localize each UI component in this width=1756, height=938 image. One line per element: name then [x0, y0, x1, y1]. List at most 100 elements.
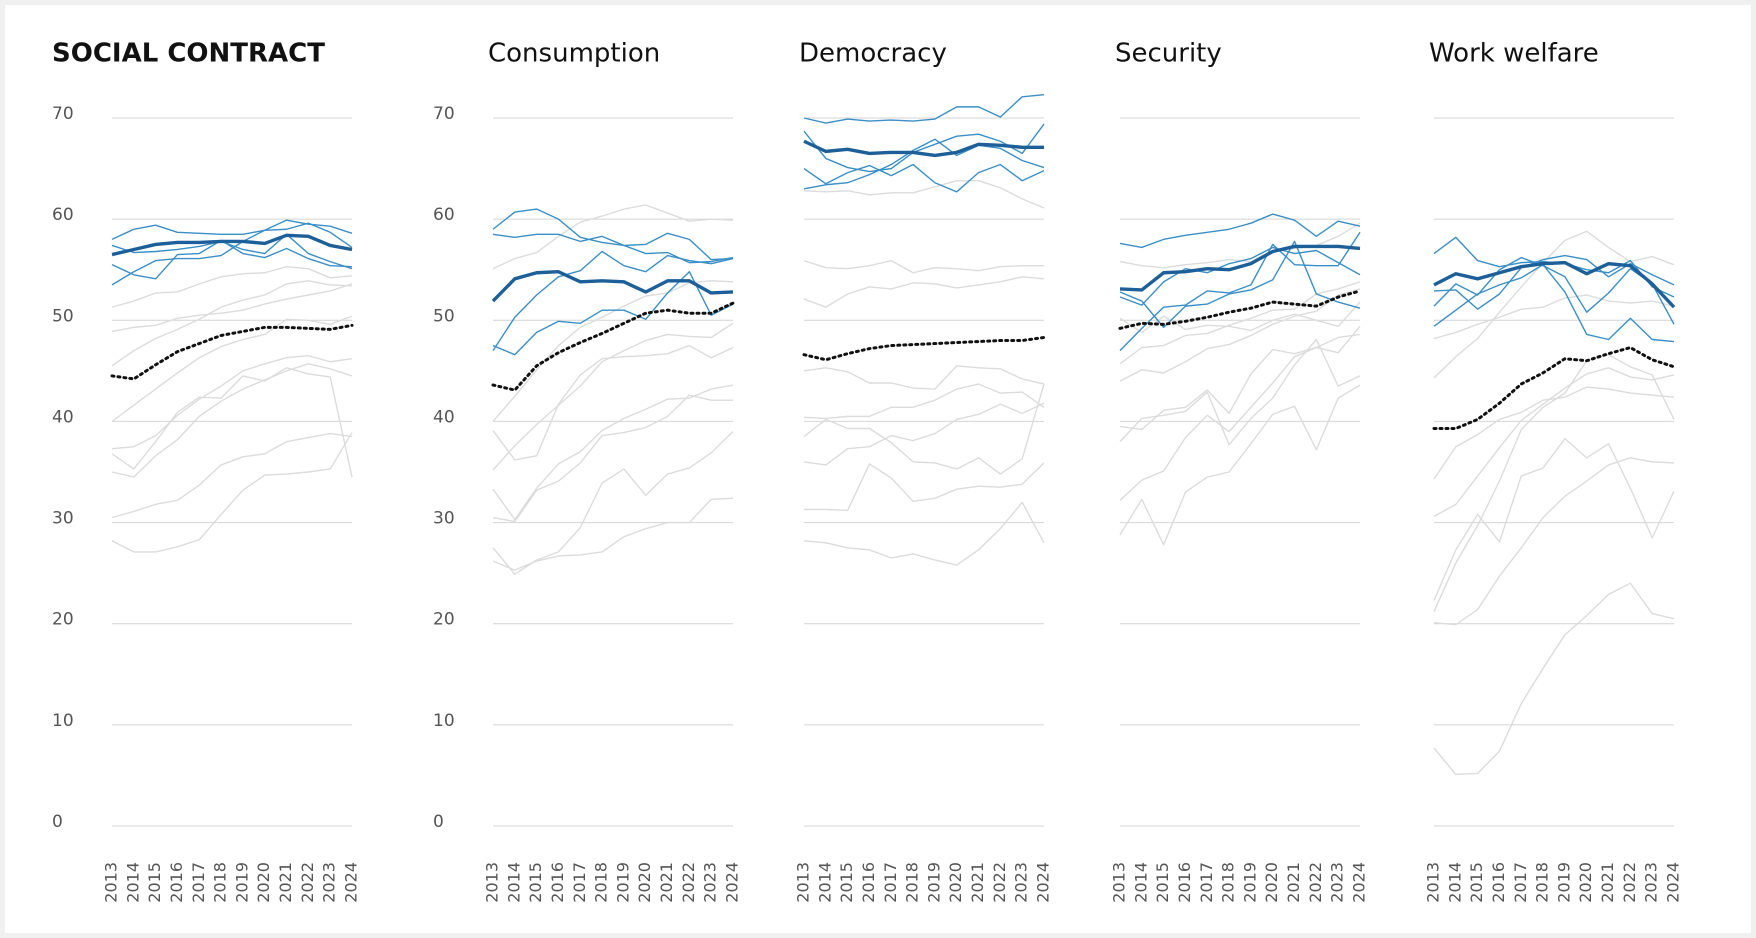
- series-line: [803, 402, 1045, 466]
- y-tick-label: 50: [52, 306, 74, 326]
- x-tick-label: 2019: [1240, 862, 1259, 903]
- x-tick-label: 2017: [189, 862, 208, 903]
- x-tick-label: 2019: [613, 862, 632, 903]
- y-tick-label: 0: [52, 812, 63, 832]
- series-line: [803, 180, 1045, 209]
- series-line: [492, 394, 733, 523]
- series-line: [803, 365, 1045, 390]
- series-line: [804, 462, 1045, 512]
- x-tick-label: 2018: [1533, 862, 1552, 903]
- series-line: [1433, 582, 1675, 776]
- series-line: [1119, 301, 1361, 334]
- series-line: [110, 323, 354, 381]
- series-line: [1119, 244, 1361, 292]
- x-tick-label: 2024: [1350, 862, 1369, 903]
- x-tick-label: 2024: [1664, 862, 1683, 903]
- panel-title: Democracy: [799, 39, 947, 69]
- series-line: [492, 233, 734, 264]
- x-tick-label: 2018: [592, 862, 611, 903]
- series-line: [1433, 260, 1676, 309]
- x-tick-label: 2021: [657, 862, 676, 903]
- series-line: [803, 383, 1045, 420]
- series-line: [111, 222, 353, 286]
- x-tick-label: 2014: [504, 862, 523, 903]
- x-tick-label: 2014: [815, 862, 834, 903]
- x-tick-label: 2022: [990, 862, 1009, 903]
- series-line: [1119, 338, 1361, 446]
- x-tick-label: 2015: [526, 862, 545, 903]
- x-tick-label: 2023: [320, 862, 339, 903]
- x-tick-label: 2021: [968, 862, 987, 903]
- y-tick-label: 60: [433, 205, 455, 225]
- y-tick-label: 10: [52, 711, 74, 731]
- series-line: [491, 301, 735, 392]
- x-tick-label: 2021: [1284, 862, 1303, 903]
- x-tick-label: 2017: [881, 862, 900, 903]
- y-tick-label: 70: [433, 104, 455, 124]
- x-tick-label: 2022: [1620, 862, 1639, 903]
- series-line: [111, 265, 353, 308]
- series-line: [1119, 246, 1361, 306]
- x-tick-label: 2014: [123, 862, 142, 903]
- x-tick-label: 2020: [1262, 862, 1281, 903]
- series-line: [803, 94, 1045, 124]
- x-tick-label: 2017: [1511, 862, 1530, 903]
- y-tick-label: 40: [52, 407, 74, 427]
- x-tick-label: 2022: [298, 862, 317, 903]
- series-line: [492, 204, 734, 270]
- y-tick-label: 0: [433, 812, 444, 832]
- series-line: [803, 139, 1044, 158]
- series-line: [1433, 263, 1675, 343]
- x-tick-label: 2019: [232, 862, 251, 903]
- panel-title: Consumption: [488, 39, 660, 69]
- series-line: [111, 363, 353, 478]
- series-line: [1433, 367, 1675, 518]
- series-line: [492, 431, 734, 575]
- x-tick-label: 2022: [1306, 862, 1325, 903]
- series-line: [492, 322, 734, 471]
- series-line: [1433, 457, 1675, 626]
- series-line: [111, 239, 353, 280]
- x-tick-label: 2016: [1175, 862, 1194, 903]
- x-tick-label: 2018: [211, 862, 230, 903]
- series-line: [803, 383, 1045, 475]
- series-line: [1433, 230, 1675, 379]
- series-line: [1119, 213, 1361, 249]
- x-tick-label: 2015: [1153, 862, 1172, 903]
- y-tick-label: 60: [52, 205, 74, 225]
- x-tick-label: 2014: [1131, 862, 1150, 903]
- x-tick-label: 2016: [1489, 862, 1508, 903]
- x-tick-label: 2015: [837, 862, 856, 903]
- series-line: [803, 276, 1045, 308]
- series-line: [492, 344, 734, 461]
- y-tick-label: 20: [52, 610, 74, 630]
- x-tick-label: 2023: [701, 862, 720, 903]
- series-line: [111, 367, 353, 478]
- series-line: [111, 233, 353, 270]
- series-line: [1119, 231, 1361, 352]
- series-line: [1119, 288, 1361, 382]
- series-line: [803, 138, 1045, 190]
- series-line: [803, 163, 1045, 193]
- series-line: [492, 271, 734, 356]
- y-tick-label: 20: [433, 610, 455, 630]
- y-tick-label: 10: [433, 711, 455, 731]
- series-line: [492, 208, 734, 261]
- series-line: [1119, 325, 1361, 431]
- series-line: [1433, 353, 1675, 612]
- x-tick-label: 2016: [859, 862, 878, 903]
- x-tick-label: 2019: [924, 862, 943, 903]
- x-tick-label: 2013: [1424, 862, 1443, 903]
- series-line: [1432, 346, 1676, 431]
- x-tick-label: 2024: [342, 862, 361, 903]
- y-tick-label: 50: [433, 306, 455, 326]
- series-line: [111, 432, 353, 553]
- panel-title: SOCIAL CONTRACT: [52, 39, 325, 69]
- series-line: [1433, 254, 1675, 310]
- x-tick-label: 2020: [1576, 862, 1595, 903]
- series-line: [803, 501, 1045, 566]
- series-line: [1433, 437, 1675, 601]
- x-tick-label: 2015: [145, 862, 164, 903]
- series-line: [111, 280, 353, 367]
